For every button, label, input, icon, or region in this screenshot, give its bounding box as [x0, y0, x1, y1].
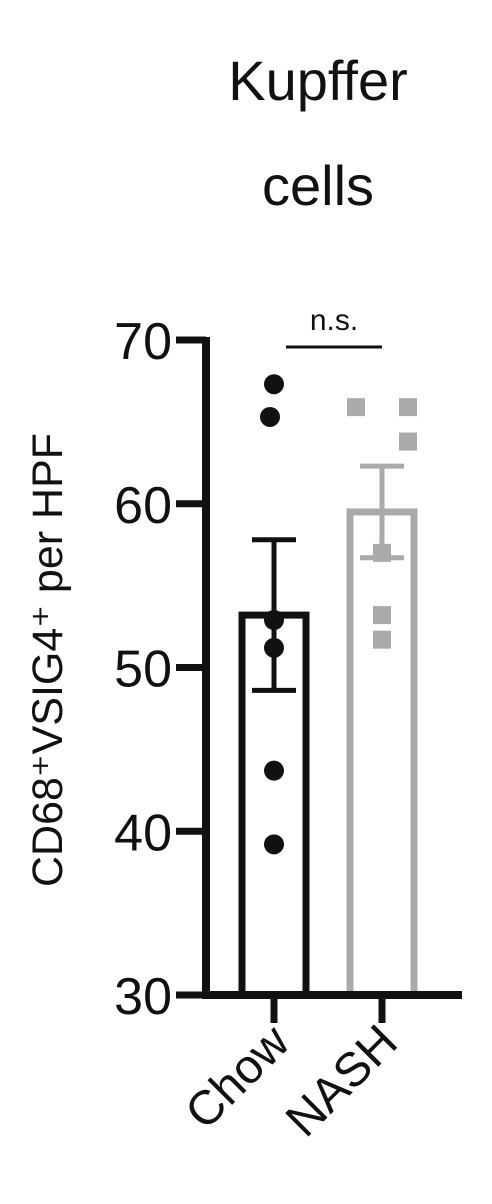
chart-title-line: Kupffer — [228, 49, 408, 112]
data-point — [399, 432, 417, 451]
data-point — [347, 398, 365, 417]
y-tick-label: 70 — [114, 313, 172, 371]
data-point — [373, 630, 391, 649]
y-axis-label: CD68⁺VSIG4⁺ per HPF — [24, 433, 72, 887]
y-tick-label: 60 — [114, 477, 172, 535]
y-tick-label: 50 — [114, 641, 172, 699]
data-point — [264, 374, 284, 395]
data-point — [264, 834, 284, 855]
chart-title-line: cells — [262, 154, 374, 217]
y-tick-label: 30 — [114, 968, 172, 1026]
data-point — [373, 606, 391, 625]
x-tick-label-nash: NASH — [276, 1015, 408, 1147]
y-tick-label: 40 — [114, 804, 172, 862]
data-point — [264, 760, 284, 781]
chart-title: Kupffer cells — [228, 49, 408, 217]
x-tick-label-chow: Chow — [176, 1015, 300, 1139]
significance-label: n.s. — [310, 304, 358, 337]
data-point — [260, 406, 280, 427]
bar-nash — [346, 508, 418, 999]
data-point — [399, 398, 417, 417]
